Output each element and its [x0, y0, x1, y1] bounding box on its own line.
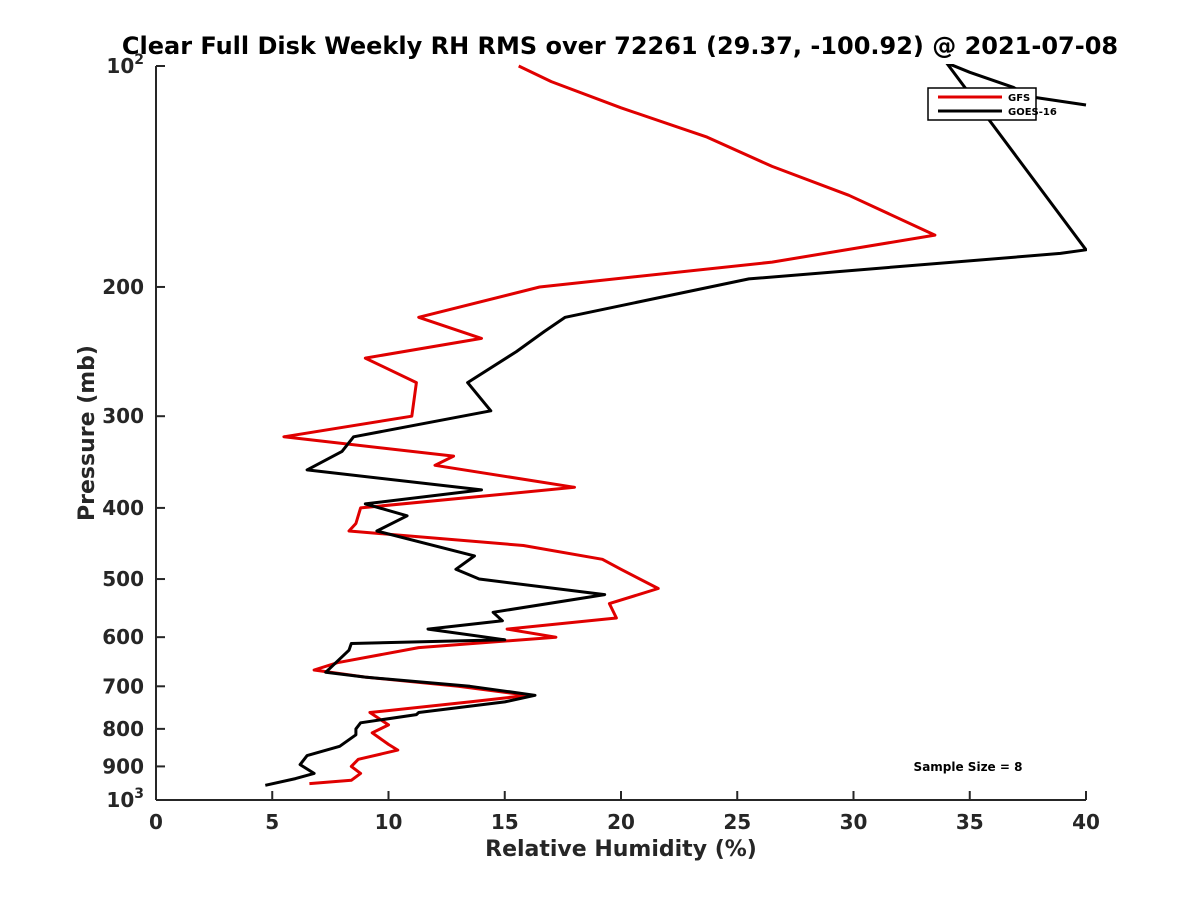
- x-tick-label: 15: [491, 810, 519, 834]
- x-tick-label: 10: [375, 810, 403, 834]
- sample-size-annotation: Sample Size = 8: [914, 760, 1023, 774]
- x-tick-label: 35: [956, 810, 984, 834]
- x-tick-label: 0: [149, 810, 163, 834]
- y-tick-label: 900: [102, 754, 144, 778]
- y-tick-label: 400: [102, 496, 144, 520]
- legend-box: [927, 87, 1037, 121]
- x-tick-label: 20: [607, 810, 635, 834]
- series-line-goes-16: [264, 64, 1087, 787]
- y-axis-label: Pressure (mb): [75, 345, 100, 521]
- x-tick-label: 30: [840, 810, 868, 834]
- x-tick-label: 40: [1072, 810, 1100, 834]
- y-tick-label: 500: [102, 567, 144, 591]
- x-axis-label: Relative Humidity (%): [485, 837, 757, 862]
- series-line-gfs: [282, 64, 937, 786]
- y-tick-label: 800: [102, 717, 144, 741]
- legend: GFS GOES-16: [927, 87, 1057, 121]
- y-tick-label: 300: [102, 404, 144, 428]
- y-tick-label: 200: [102, 275, 144, 299]
- y-tick-label: 600: [102, 625, 144, 649]
- legend-label: GOES-16: [1008, 107, 1057, 118]
- y-tick-label: 103: [106, 786, 144, 812]
- legend-label: GFS: [1008, 93, 1030, 104]
- x-tick-label: 25: [723, 810, 751, 834]
- y-tick-label: 700: [102, 674, 144, 698]
- x-tick-label: 5: [265, 810, 279, 834]
- chart-title: Clear Full Disk Weekly RH RMS over 72261…: [122, 32, 1118, 60]
- y-tick-label: 102: [106, 52, 144, 78]
